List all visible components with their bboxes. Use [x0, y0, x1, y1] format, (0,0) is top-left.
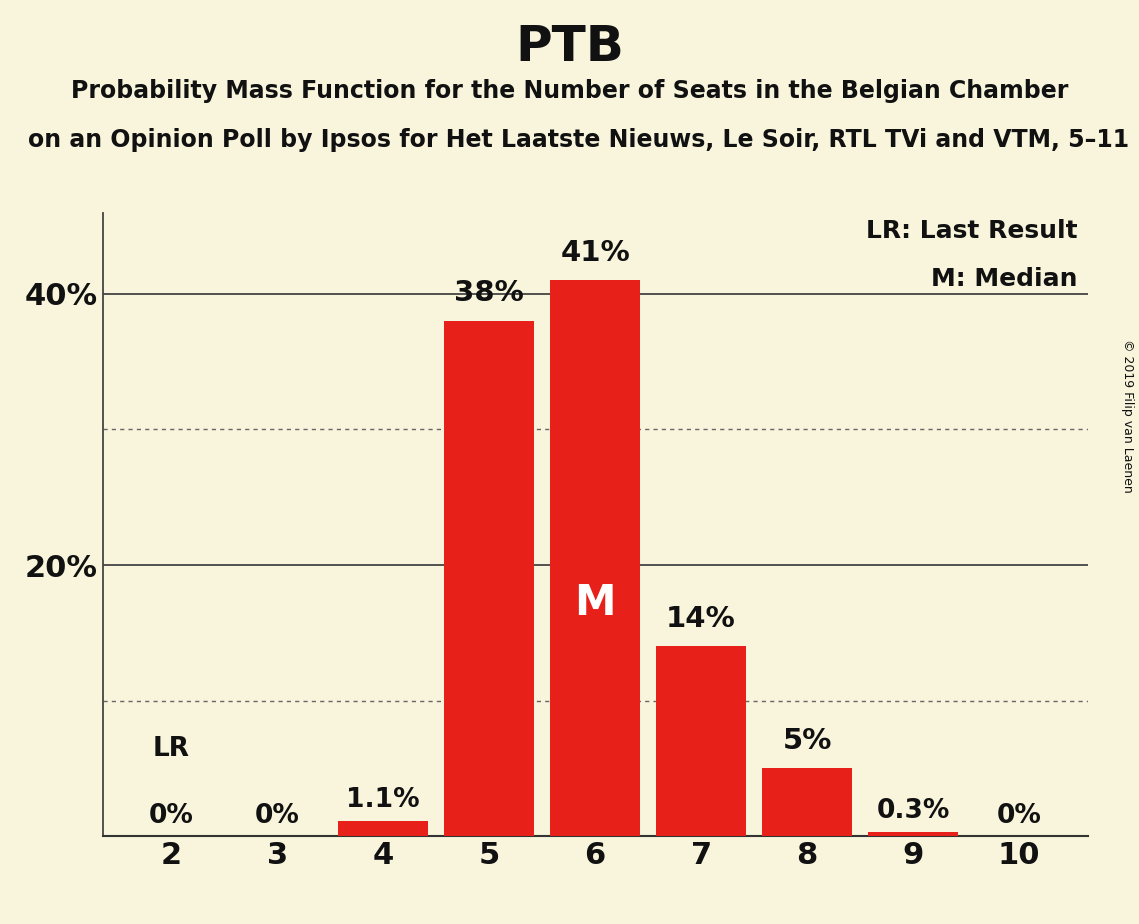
- Text: 0%: 0%: [997, 804, 1041, 830]
- Text: LR: LR: [153, 736, 190, 761]
- Text: M: M: [574, 582, 616, 624]
- Text: 0%: 0%: [149, 804, 194, 830]
- Text: 41%: 41%: [560, 238, 630, 267]
- Text: 5%: 5%: [782, 727, 831, 755]
- Bar: [338, 821, 428, 836]
- Text: LR: Last Result: LR: Last Result: [866, 219, 1077, 243]
- Bar: [762, 769, 852, 836]
- Bar: [444, 321, 534, 836]
- Text: 14%: 14%: [666, 605, 736, 633]
- Bar: [868, 833, 958, 836]
- Text: © 2019 Filip van Laenen: © 2019 Filip van Laenen: [1121, 339, 1134, 492]
- Text: 0.3%: 0.3%: [876, 798, 950, 824]
- Text: 1.1%: 1.1%: [346, 787, 420, 813]
- Text: M: Median: M: Median: [931, 267, 1077, 291]
- Bar: [550, 280, 640, 836]
- Bar: [656, 647, 746, 836]
- Text: PTB: PTB: [515, 23, 624, 71]
- Text: on an Opinion Poll by Ipsos for Het Laatste Nieuws, Le Soir, RTL TVi and VTM, 5–: on an Opinion Poll by Ipsos for Het Laat…: [28, 128, 1139, 152]
- Text: Probability Mass Function for the Number of Seats in the Belgian Chamber: Probability Mass Function for the Number…: [71, 79, 1068, 103]
- Text: 0%: 0%: [255, 804, 300, 830]
- Text: 38%: 38%: [454, 279, 524, 308]
